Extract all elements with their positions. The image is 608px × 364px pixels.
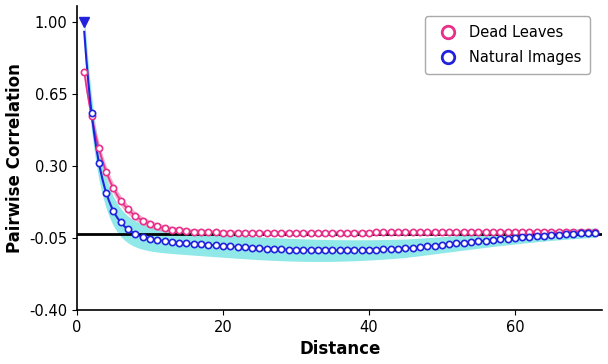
Legend: Dead Leaves, Natural Images: Dead Leaves, Natural Images (425, 16, 590, 74)
X-axis label: Distance: Distance (299, 340, 381, 359)
Y-axis label: Pairwise Correlation: Pairwise Correlation (5, 63, 24, 253)
